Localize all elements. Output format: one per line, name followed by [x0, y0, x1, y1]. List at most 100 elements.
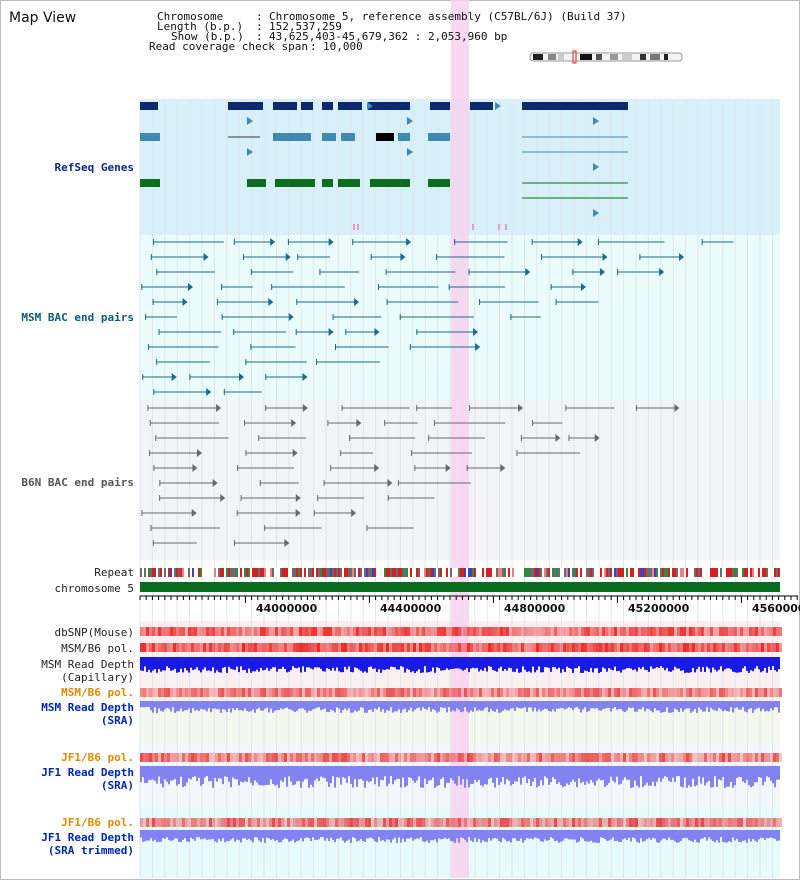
repeat-segment [646, 568, 648, 577]
read-depth-bar [422, 830, 424, 842]
read-depth-bar [262, 657, 264, 671]
track-label-jf1-b6-pol-trimmed[interactable]: JF1/B6 pol. [61, 816, 134, 829]
read-depth-bar [508, 766, 510, 781]
read-depth-bar [494, 830, 496, 838]
snp-density-cell [353, 753, 356, 762]
snp-density-cell [398, 818, 401, 827]
snp-density-cell [344, 688, 347, 697]
read-depth-bar [712, 657, 714, 668]
track-label-jf1-depth-trimmed[interactable]: JF1 Read Depth [41, 831, 134, 844]
read-depth-bar [142, 830, 144, 842]
read-depth-bar [218, 701, 220, 710]
read-depth-bar [444, 766, 446, 788]
read-depth-bar [490, 766, 492, 778]
repeat-segment [734, 568, 736, 577]
snp-density-cell [215, 753, 218, 762]
track-label-msm-depth-sra[interactable]: MSM Read Depth [41, 701, 134, 714]
snp-density-cell [176, 753, 179, 762]
read-depth-bar [726, 766, 728, 787]
read-depth-bar [554, 766, 556, 780]
snp-density-cell [497, 643, 500, 652]
read-depth-bar [238, 701, 240, 711]
snp-density-cell [260, 643, 263, 652]
read-depth-bar [562, 701, 564, 709]
read-depth-bar [708, 830, 710, 838]
snp-density-cell [596, 818, 599, 827]
read-depth-bar [154, 830, 156, 840]
read-depth-bar [370, 657, 372, 667]
read-depth-bar [414, 657, 416, 673]
snp-density-cell [626, 688, 629, 697]
snp-density-cell [227, 627, 230, 636]
track-label-msm-depth-capillary[interactable]: MSM Read Depth [41, 658, 134, 671]
repeat-segment [652, 568, 654, 577]
read-depth-bar [344, 657, 346, 667]
snp-density-cell [527, 818, 530, 827]
snp-density-cell [641, 688, 644, 697]
read-depth-bar [614, 701, 616, 708]
track-label-jf1-b6-pol[interactable]: JF1/B6 pol. [61, 751, 134, 764]
read-depth-bar [706, 701, 708, 708]
track-label-chromosome[interactable]: chromosome 5 [54, 582, 134, 595]
snp-density-cell [461, 753, 464, 762]
snp-density-cell [170, 688, 173, 697]
snp-density-cell [191, 643, 194, 652]
read-depth-bar [246, 701, 248, 712]
snp-density-cell [611, 643, 614, 652]
read-depth-bar [262, 766, 264, 786]
track-label-b6n-bac[interactable]: B6N BAC end pairs [21, 476, 134, 489]
read-depth-bar [320, 766, 322, 777]
track-label-msm-b6-pol[interactable]: MSM/B6 pol. [61, 642, 134, 655]
read-depth-bar [412, 766, 414, 781]
read-depth-bar [668, 830, 670, 838]
read-depth-bar [280, 830, 282, 843]
snp-density-cell [635, 643, 638, 652]
read-depth-bar [552, 657, 554, 668]
snp-density-cell [692, 688, 695, 697]
snp-density-cell [590, 643, 593, 652]
read-depth-bar [292, 701, 294, 711]
read-depth-bar [654, 701, 656, 709]
read-depth-bar [194, 657, 196, 670]
snp-density-cell [731, 818, 734, 827]
snp-density-cell [608, 643, 611, 652]
read-depth-bar [526, 657, 528, 672]
snp-density-cell [611, 818, 614, 827]
snp-density-cell [443, 753, 446, 762]
read-depth-bar [612, 701, 614, 709]
snp-density-cell [251, 753, 254, 762]
read-depth-bar [404, 830, 406, 842]
read-depth-bar [590, 830, 592, 841]
snp-density-cell [290, 688, 293, 697]
read-depth-bar [310, 766, 312, 785]
snp-density-cell [236, 688, 239, 697]
snp-density-cell [656, 753, 659, 762]
read-depth-bar [568, 701, 570, 708]
read-depth-bar [306, 701, 308, 713]
read-depth-bar [308, 701, 310, 711]
read-depth-bar [414, 830, 416, 840]
read-depth-bar [496, 830, 498, 839]
read-depth-bar [708, 766, 710, 781]
snp-density-cell [341, 643, 344, 652]
bac-end [345, 329, 347, 335]
bac-arrow-icon [238, 373, 244, 381]
read-depth-bar [686, 657, 688, 673]
track-label-msm-bac[interactable]: MSM BAC end pairs [21, 311, 134, 324]
snp-density-cell [356, 818, 359, 827]
track-label-msm-b6-pol-sra[interactable]: MSM/B6 pol. [61, 686, 134, 699]
track-label-refseq[interactable]: RefSeq Genes [54, 161, 134, 174]
repeat-segment [370, 568, 372, 577]
read-depth-bar [254, 657, 256, 672]
track-label-repeat[interactable]: Repeat [94, 566, 134, 579]
snp-density-cell [764, 818, 767, 827]
read-depth-bar [330, 701, 332, 710]
bac-end [221, 284, 223, 290]
read-depth-bar [536, 830, 538, 839]
snp-density-cell [293, 688, 296, 697]
track-label-dbsnp[interactable]: dbSNP(Mouse) [54, 626, 134, 639]
read-depth-bar [288, 830, 290, 842]
read-depth-bar [210, 657, 212, 672]
track-label-jf1-depth[interactable]: JF1 Read Depth [41, 766, 134, 779]
